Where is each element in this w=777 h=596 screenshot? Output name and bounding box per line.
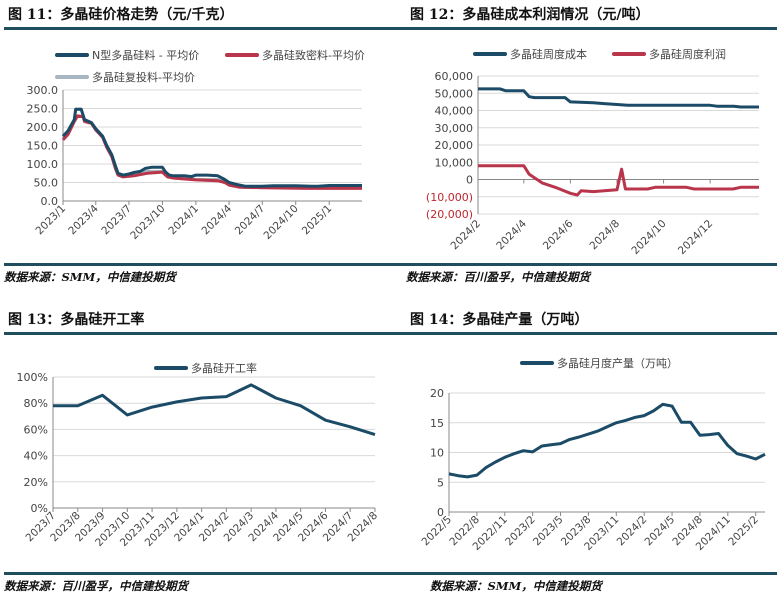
bottom-divider [4,572,777,575]
x-tick-label: 2024/10 [262,203,301,242]
x-tick-label: 2023/5 [531,514,566,549]
figure-12-title: 图 12：多晶硅成本利润情况（元/吨） [410,7,650,23]
legend-label: 多晶硅开工率 [191,362,257,375]
y-tick-label: 0 [466,174,473,187]
legend-label: 多晶硅月度产量（万吨） [557,357,678,370]
y-tick-label: 0 [437,506,444,519]
x-tick-label: 2024/6 [541,217,576,252]
figure-11-legend-n-type: N型多晶硅料 - 平均价 [55,47,199,63]
y-tick-label: 30,000 [435,122,474,135]
legend-label: 多晶硅周度成本 [510,48,587,61]
legend-swatch [612,52,646,56]
figure-11-legend-dense: 多晶硅致密料-平均价 [225,47,365,63]
series-line [478,87,759,109]
legend-label: 多晶硅周度利润 [649,48,726,61]
figure-14-source: 数据来源：SMM，中信建投期货 [430,579,602,593]
x-tick-label: 2024/4 [494,217,529,252]
y-tick-label: 60% [24,423,48,436]
legend-swatch [473,52,507,56]
figure-11-source: 数据来源：SMM，中信建投期货 [4,270,176,284]
figure-13-legend: 多晶硅开工率 [154,360,257,376]
x-tick-label: 2025/1 [300,203,335,238]
y-tick-label: 300.0 [27,84,59,97]
series-line [53,383,376,437]
y-tick-label: 200.0 [27,121,59,134]
figure-14-title: 图 14：多晶硅产量（万吨） [410,312,589,328]
legend-swatch [55,75,89,79]
y-tick-label: 20 [430,387,444,400]
legend-swatch [225,53,259,57]
y-tick-label: (10,000) [426,191,473,204]
x-tick-label: 2024/12 [676,218,715,257]
figure-12-legend-cost: 多晶硅周度成本 [473,46,587,62]
figure-12-source: 数据来源：百川盈孚，中信建投期货 [406,270,590,284]
lower-top-divider [4,332,777,335]
y-tick-label: 10 [430,447,444,460]
x-tick-label: 2024/5 [643,514,678,549]
x-tick-label: 2024/1 [166,203,201,238]
y-tick-label: 20,000 [435,139,474,152]
figure-11-legend-recharge: 多晶硅复投料-平均价 [55,69,195,85]
x-tick-label: 2024/2 [615,514,650,549]
y-tick-label: 5 [437,476,444,489]
y-tick-label: 40,000 [435,105,474,118]
x-tick-label: 2023/10 [128,203,167,242]
x-tick-label: 2023/4 [66,202,101,237]
y-tick-label: 250.0 [27,103,59,116]
y-tick-label: (20,000) [426,208,473,221]
x-tick-label: 2025/2 [726,514,761,549]
series-line [478,164,759,197]
y-tick-label: 50.0 [34,177,59,190]
legend-label: 多晶硅复投料-平均价 [92,71,195,84]
y-tick-label: 0% [31,502,48,515]
y-tick-label: 60,000 [435,70,474,83]
y-tick-label: 50,000 [435,87,474,100]
y-tick-label: 100.0 [27,158,59,171]
x-tick-label: 2024/2 [449,218,484,253]
legend-label: N型多晶硅料 - 平均价 [92,49,200,62]
legend-swatch [55,53,89,57]
series-line [61,107,362,188]
x-tick-label: 2024/8 [587,218,622,253]
y-tick-label: 40% [24,450,48,463]
y-tick-label: 20% [24,476,48,489]
x-tick-label: 2024/10 [629,218,668,257]
legend-label: 多晶硅致密料-平均价 [262,49,365,62]
y-tick-label: 15 [430,417,444,430]
y-tick-label: 10,000 [435,156,474,169]
y-tick-label: 100% [17,371,48,384]
y-tick-label: 0.0 [41,195,59,208]
y-tick-label: 150.0 [27,140,59,153]
figure-12-legend-profit: 多晶硅周度利润 [612,46,726,62]
y-tick-label: 80% [24,397,48,410]
x-tick-label: 2024/4 [200,202,235,237]
top-divider [4,27,777,30]
middle-divider [4,263,777,266]
figure-13-source: 数据来源：百川盈孚，中信建投期货 [4,579,188,593]
series-line [448,402,766,479]
legend-swatch [154,366,188,370]
legend-swatch [520,361,554,365]
x-tick-label: 2023/2 [503,514,538,549]
figure-14-legend: 多晶硅月度产量（万吨） [520,355,678,371]
figure-11-title: 图 11：多晶硅价格走势（元/千克） [8,7,234,23]
figure-13-title: 图 13：多晶硅开工率 [8,312,145,328]
